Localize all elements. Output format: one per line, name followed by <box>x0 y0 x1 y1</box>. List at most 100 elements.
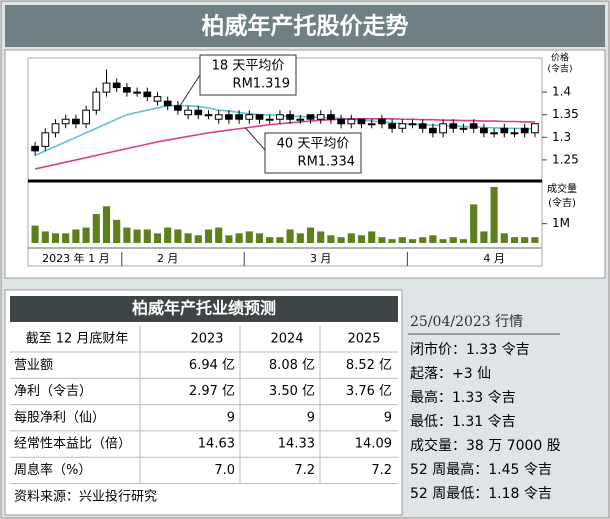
volume-bar <box>245 231 253 243</box>
callout-leader <box>244 127 266 151</box>
volume-bar <box>62 233 70 243</box>
x-tick-label: 4 月 <box>483 252 505 265</box>
candle-body <box>480 127 488 134</box>
table-title-bar <box>10 296 398 322</box>
candle-body <box>449 123 458 129</box>
candle-body <box>327 114 335 120</box>
candle-body <box>225 114 233 120</box>
candle-body <box>194 109 203 116</box>
candle-body <box>469 123 478 129</box>
volume-bar <box>153 233 162 243</box>
volume-bar <box>306 227 315 243</box>
candle-body <box>357 118 366 125</box>
table-header-cell: 2025 <box>347 332 380 347</box>
volume-bar <box>317 231 325 243</box>
volume-bar <box>347 233 355 243</box>
volume-bar <box>480 231 488 243</box>
candle-body <box>276 114 284 120</box>
volume-axis-label: 成交量 <box>547 182 577 195</box>
callout-leader <box>179 74 201 106</box>
volume-bar <box>82 227 90 243</box>
candle-body <box>112 82 121 89</box>
candle-body <box>204 114 213 117</box>
candle-body <box>163 100 172 107</box>
y-tick-label: 1.4 <box>552 85 571 99</box>
table-cell: 6.94 亿 <box>189 358 235 373</box>
volume-bar <box>459 239 468 243</box>
volume-bar <box>204 229 213 243</box>
volume-bar <box>439 239 447 243</box>
volume-bar <box>337 237 345 243</box>
quote-title: 25/04/2023 行情 <box>410 314 523 330</box>
y-axis-label: (令吉) <box>547 63 572 75</box>
candle-body <box>102 82 111 93</box>
volume-bar <box>133 229 141 243</box>
candle-body <box>337 118 345 125</box>
volume-bar <box>296 233 304 243</box>
volume-bar <box>449 237 457 243</box>
y-tick-label: 1.25 <box>552 152 579 166</box>
volume-bar <box>113 219 121 243</box>
candle-body <box>459 127 468 130</box>
candle-body <box>531 123 539 134</box>
candle-body <box>367 123 376 126</box>
quote-line: 最高：1.33 令吉 <box>410 389 516 406</box>
candle-body <box>418 123 427 129</box>
volume-bar <box>174 229 182 243</box>
volume-bar <box>368 231 376 243</box>
moving-average-line <box>34 117 535 170</box>
table-cell: 14.09 <box>355 437 392 452</box>
quote-line: 52 周最高：1.45 令吉 <box>410 461 552 478</box>
candle-body <box>378 118 386 125</box>
table-cell: 净利（令吉） <box>14 384 92 399</box>
volume-bar <box>72 229 80 243</box>
candle-body <box>490 132 498 135</box>
table-cell: 8.52 亿 <box>346 358 392 373</box>
table-cell: 营业额 <box>14 358 53 373</box>
candle-body <box>265 118 274 121</box>
volume-tick-label: 1M <box>552 216 570 230</box>
x-tick-label: 3 月 <box>310 252 332 265</box>
volume-bar <box>276 237 284 243</box>
candle-body <box>235 114 243 120</box>
volume-bar <box>164 227 172 243</box>
y-tick-label: 1.35 <box>552 107 579 121</box>
table-cell: 9 <box>307 410 315 425</box>
volume-bar <box>235 233 243 243</box>
table-cell: 周息率（%） <box>14 462 91 478</box>
x-tick-label: 2 月 <box>157 252 179 265</box>
table-cell: 9 <box>384 410 392 425</box>
quote-line: 起落：+3 仙 <box>410 366 491 382</box>
candle-body <box>31 145 39 152</box>
candle-body <box>520 127 529 134</box>
volume-bar <box>143 229 151 243</box>
table-cell: 9 <box>227 410 235 425</box>
candle-body <box>184 109 192 116</box>
candle-body <box>174 105 182 111</box>
volume-bar <box>184 233 192 243</box>
volume-bar <box>225 235 233 243</box>
candle-body <box>429 127 437 134</box>
volume-bar <box>123 227 131 243</box>
candle-body <box>296 118 305 121</box>
candle-body <box>214 114 223 120</box>
table-panel <box>4 289 403 516</box>
table-cell: 7.2 <box>294 463 315 478</box>
candle-body <box>510 132 519 135</box>
table-header-cell: 截至 12 月底财年 <box>26 331 129 347</box>
table-cell: 经常性本益比（倍） <box>14 437 131 452</box>
candle-body <box>245 114 254 120</box>
volume-bar <box>31 225 39 243</box>
table-title: 柏威年产托业绩预测 <box>132 299 276 318</box>
candle-body <box>143 91 152 98</box>
y-axis-label: 价格 <box>551 52 569 64</box>
volume-bar <box>255 233 264 243</box>
candle-body <box>72 118 80 125</box>
table-cell: 8.08 亿 <box>269 358 315 373</box>
volume-bar <box>388 239 396 243</box>
quote-line: 闭市价：1.33 令吉 <box>410 341 530 358</box>
volume-bar <box>266 237 274 243</box>
table-cell: 14.63 <box>198 437 235 452</box>
volume-bar <box>357 235 366 243</box>
